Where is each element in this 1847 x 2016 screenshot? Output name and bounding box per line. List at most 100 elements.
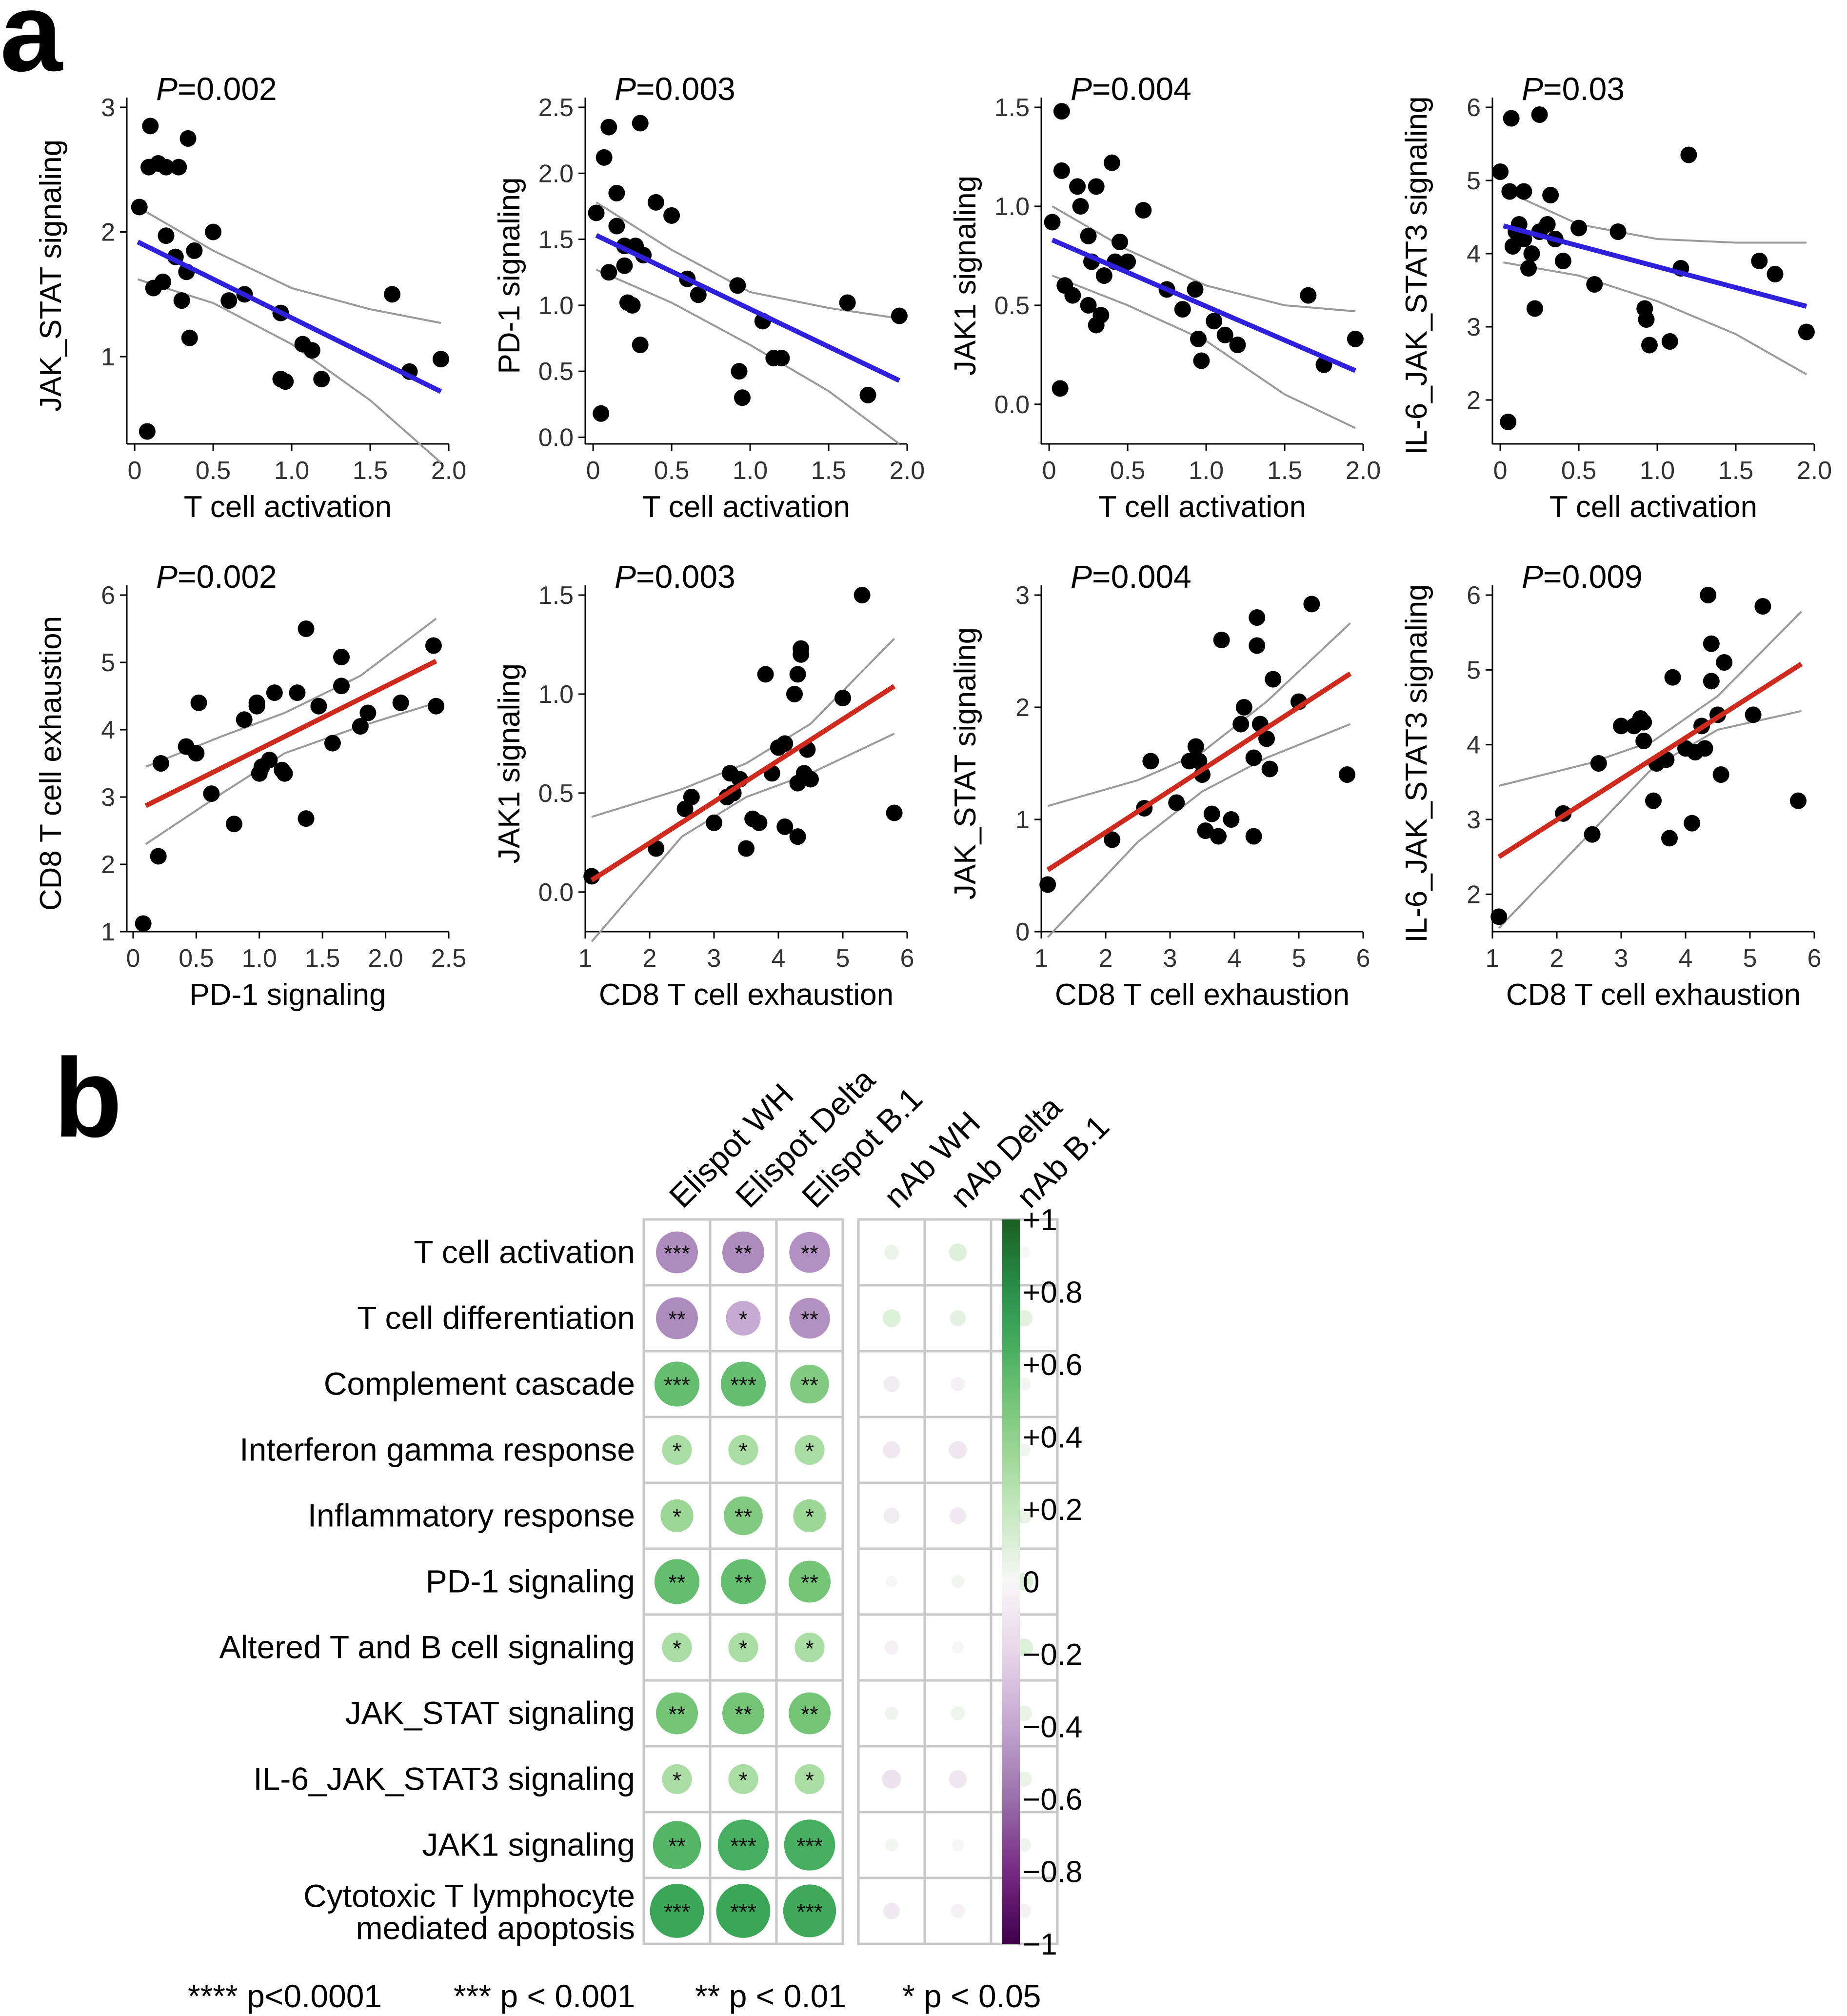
data-point [298, 620, 315, 637]
data-point [135, 915, 152, 932]
x-tick-label: 1.5 [1267, 457, 1302, 485]
x-tick-label: 1.5 [353, 457, 388, 485]
data-point [834, 690, 851, 707]
data-point [1088, 178, 1105, 195]
data-point [891, 307, 908, 324]
data-point [616, 257, 633, 274]
row-label: IL-6_JAK_STAT3 signaling [253, 1761, 635, 1797]
data-point [600, 119, 617, 136]
data-point [186, 242, 203, 259]
correlation-circle [885, 1706, 898, 1720]
correlation-circle [951, 1377, 965, 1391]
ci-lower-line [591, 733, 895, 942]
data-point [1168, 794, 1185, 811]
x-tick-label: 1.0 [242, 944, 277, 973]
correlation-circle [789, 1297, 830, 1339]
y-tick-label: 3 [1015, 581, 1030, 610]
data-point [352, 718, 369, 735]
data-point [1249, 609, 1266, 626]
data-point [1039, 876, 1056, 893]
p-value-symbol: P [615, 71, 636, 107]
y-axis-title: IL-6_JAK_STAT3 signaling [1400, 584, 1433, 942]
significance-legend-item: ** p < 0.01 [695, 1978, 846, 2014]
x-tick-label: 5 [1743, 944, 1757, 973]
data-point [1069, 178, 1086, 195]
data-point [1751, 253, 1768, 269]
data-point [384, 286, 401, 303]
data-point [1103, 154, 1120, 171]
data-point [793, 646, 810, 663]
x-tick-label: 3 [1614, 944, 1629, 973]
significance-stars: * [673, 1438, 681, 1464]
data-point [786, 685, 803, 702]
correlation-circle [789, 1560, 831, 1603]
correlation-circle [790, 1364, 829, 1404]
data-point [1111, 234, 1128, 250]
data-point [1790, 792, 1807, 809]
correlation-circle [1016, 1508, 1032, 1524]
colorbar-tick-label: +0.2 [1023, 1493, 1082, 1527]
p-value-number: =0.004 [1092, 559, 1192, 595]
y-tick-label: 4 [1467, 731, 1481, 759]
correlation-circle [722, 1231, 764, 1274]
scatter-plot: 0 0.5 1.0 1.5 2.0 1 2 3 T cell activation JAK_STA… [34, 71, 466, 524]
data-point [1053, 103, 1070, 120]
data-point [1680, 146, 1697, 163]
data-point [248, 698, 265, 715]
data-point [333, 648, 350, 665]
significance-legend-item: *** p < 0.001 [454, 1978, 635, 2014]
data-point [1265, 671, 1282, 688]
x-tick-label: 0 [586, 457, 600, 485]
y-tick-label: 5 [101, 649, 115, 677]
correlation-circle [656, 1297, 698, 1339]
data-point [152, 755, 169, 772]
data-point [647, 194, 664, 211]
p-value-number: =0.003 [636, 71, 735, 107]
y-tick-label: 2 [1015, 694, 1030, 722]
correlation-circle [662, 1435, 692, 1465]
data-point [1229, 337, 1246, 354]
x-tick-label: 2.5 [431, 944, 466, 973]
data-point [593, 405, 610, 422]
data-point [1570, 220, 1588, 237]
y-tick-label: 6 [1467, 94, 1481, 122]
significance-legend-item: **** p<0.0001 [188, 1978, 382, 2014]
data-point [392, 694, 409, 711]
correlation-circle [654, 1361, 700, 1407]
data-point [276, 765, 293, 782]
data-point [1767, 266, 1784, 282]
p-value-label: P=0.002 [156, 71, 277, 107]
heatmap-cell [923, 1218, 993, 1287]
data-point [181, 329, 198, 346]
x-axis-title: CD8 T cell exhaustion [1055, 978, 1350, 1012]
data-point [1249, 637, 1266, 654]
significance-stars: ** [668, 1834, 686, 1859]
correlation-circle [793, 1499, 826, 1533]
significance-stars: ** [735, 1241, 752, 1266]
correlation-circle [949, 1243, 967, 1261]
correlation-circle [1016, 1310, 1033, 1327]
data-point [1520, 260, 1537, 277]
data-point [1191, 753, 1208, 770]
data-point [158, 159, 175, 176]
data-point [1526, 300, 1543, 317]
data-point [1635, 733, 1652, 749]
x-tick-label: 0.5 [1561, 457, 1596, 485]
y-tick-label: 6 [101, 581, 115, 610]
row-label: PD-1 signaling [426, 1563, 635, 1599]
x-tick-label: 3 [1163, 944, 1177, 973]
data-point [1197, 822, 1214, 839]
x-tick-label: 3 [707, 944, 721, 973]
data-point [1645, 792, 1662, 809]
y-tick-label: 1.5 [538, 226, 574, 254]
panel-label-b: b [54, 1035, 122, 1160]
data-point [663, 207, 680, 224]
correlation-circle [950, 1310, 966, 1326]
y-tick-label: 2 [1467, 386, 1481, 415]
x-axis-title: T cell activation [184, 490, 392, 524]
correlation-circle [1016, 1705, 1032, 1721]
colorbar-tick-label: +0.4 [1023, 1421, 1082, 1455]
ci-upper-line [1503, 189, 1807, 244]
data-point [1213, 632, 1230, 648]
y-axis-title: JAK1 signaling [949, 176, 982, 376]
